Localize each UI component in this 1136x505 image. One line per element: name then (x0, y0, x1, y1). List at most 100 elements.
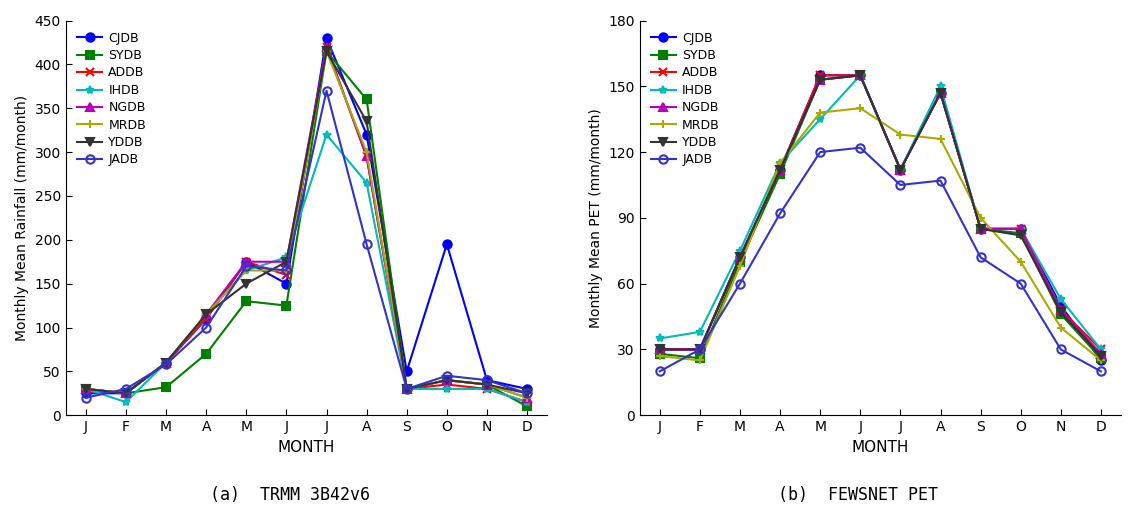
MRDB (894, 131, 908, 137)
NGDB (853, 72, 867, 78)
MRDB (813, 110, 827, 116)
JADB (520, 390, 534, 396)
MRDB (853, 105, 867, 111)
YDDB (693, 346, 707, 352)
NGDB (934, 90, 947, 96)
NGDB (159, 360, 173, 366)
CJDB (974, 226, 987, 232)
SYDB (80, 386, 93, 392)
MRDB (733, 263, 746, 269)
CJDB (240, 259, 253, 265)
Line: YDDB: YDDB (655, 71, 1105, 360)
YDDB (974, 226, 987, 232)
JADB (1014, 281, 1028, 287)
Line: JADB: JADB (82, 86, 532, 402)
X-axis label: MONTH: MONTH (852, 440, 909, 455)
Line: NGDB: NGDB (82, 42, 532, 402)
YDDB (279, 259, 293, 265)
NGDB (974, 226, 987, 232)
YDDB (894, 167, 908, 173)
ADDB (1014, 226, 1028, 232)
JADB (774, 211, 787, 217)
IHDB (240, 268, 253, 274)
IHDB (1014, 226, 1028, 232)
JADB (1054, 346, 1068, 352)
IHDB (934, 83, 947, 89)
MRDB (653, 353, 667, 359)
JADB (440, 373, 453, 379)
SYDB (199, 351, 212, 357)
SYDB (1014, 230, 1028, 236)
MRDB (440, 377, 453, 383)
ADDB (279, 272, 293, 278)
Line: MRDB: MRDB (655, 104, 1105, 365)
Text: (a)  TRMM 3B42v6: (a) TRMM 3B42v6 (210, 486, 369, 504)
IHDB (813, 116, 827, 122)
IHDB (853, 72, 867, 78)
JADB (853, 144, 867, 150)
NGDB (813, 77, 827, 83)
ADDB (1094, 346, 1108, 352)
Line: CJDB: CJDB (82, 34, 532, 397)
ADDB (119, 390, 133, 396)
YDDB (240, 281, 253, 287)
YDDB (813, 77, 827, 83)
IHDB (974, 226, 987, 232)
ADDB (693, 346, 707, 352)
X-axis label: MONTH: MONTH (278, 440, 335, 455)
JADB (360, 241, 374, 247)
Line: YDDB: YDDB (82, 47, 532, 397)
CJDB (319, 35, 333, 41)
ADDB (80, 386, 93, 392)
IHDB (1054, 296, 1068, 302)
CJDB (813, 72, 827, 78)
CJDB (360, 131, 374, 137)
CJDB (520, 386, 534, 392)
CJDB (199, 316, 212, 322)
MRDB (159, 360, 173, 366)
NGDB (693, 346, 707, 352)
ADDB (400, 386, 414, 392)
MRDB (240, 268, 253, 274)
JADB (653, 368, 667, 374)
CJDB (1014, 226, 1028, 232)
IHDB (733, 248, 746, 254)
IHDB (481, 386, 494, 392)
IHDB (119, 399, 133, 405)
NGDB (199, 311, 212, 317)
JADB (733, 281, 746, 287)
ADDB (653, 346, 667, 352)
YDDB (440, 377, 453, 383)
SYDB (733, 259, 746, 265)
Legend: CJDB, SYDB, ADDB, IHDB, NGDB, MRDB, YDDB, JADB: CJDB, SYDB, ADDB, IHDB, NGDB, MRDB, YDDB… (646, 27, 725, 171)
JADB (159, 361, 173, 367)
YDDB (1014, 232, 1028, 238)
NGDB (653, 346, 667, 352)
SYDB (813, 77, 827, 83)
MRDB (520, 395, 534, 401)
CJDB (653, 346, 667, 352)
MRDB (1094, 358, 1108, 364)
YDDB (853, 72, 867, 78)
NGDB (80, 386, 93, 392)
YDDB (934, 90, 947, 96)
ADDB (159, 360, 173, 366)
MRDB (1054, 325, 1068, 331)
NGDB (400, 386, 414, 392)
NGDB (360, 154, 374, 160)
Line: SYDB: SYDB (82, 47, 532, 411)
SYDB (240, 298, 253, 304)
MRDB (279, 268, 293, 274)
Line: SYDB: SYDB (655, 71, 1105, 363)
MRDB (80, 386, 93, 392)
SYDB (400, 386, 414, 392)
NGDB (440, 377, 453, 383)
JADB (813, 149, 827, 155)
IHDB (400, 386, 414, 392)
YDDB (1054, 309, 1068, 315)
ADDB (481, 386, 494, 392)
YDDB (199, 311, 212, 317)
CJDB (934, 90, 947, 96)
JADB (894, 182, 908, 188)
NGDB (1014, 226, 1028, 232)
